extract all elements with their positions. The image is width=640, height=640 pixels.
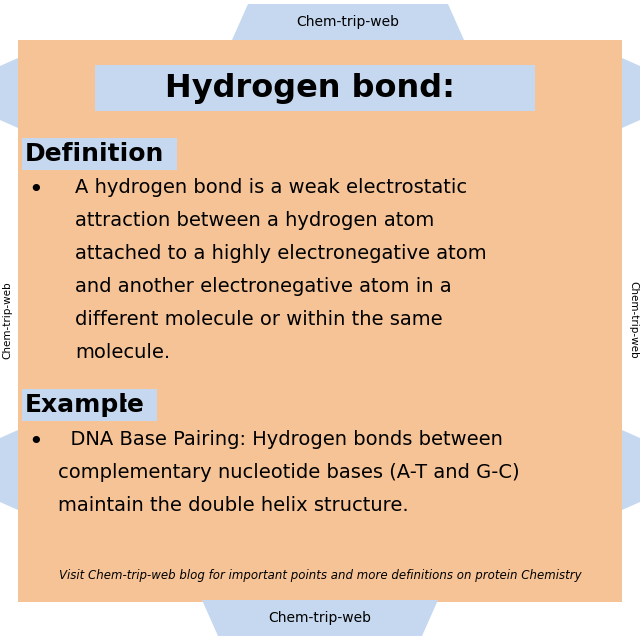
Polygon shape xyxy=(232,4,464,40)
Text: molecule.: molecule. xyxy=(75,343,170,362)
Text: Definition: Definition xyxy=(25,142,164,166)
Text: different molecule or within the same: different molecule or within the same xyxy=(75,310,443,329)
Text: DNA Base Pairing: Hydrogen bonds between: DNA Base Pairing: Hydrogen bonds between xyxy=(58,430,503,449)
FancyBboxPatch shape xyxy=(95,65,535,111)
Text: and another electronegative atom in a: and another electronegative atom in a xyxy=(75,277,452,296)
Text: maintain the double helix structure.: maintain the double helix structure. xyxy=(58,496,408,515)
Polygon shape xyxy=(202,600,438,636)
Text: :: : xyxy=(120,393,129,417)
Text: attraction between a hydrogen atom: attraction between a hydrogen atom xyxy=(75,211,435,230)
Polygon shape xyxy=(622,430,640,510)
Polygon shape xyxy=(0,58,18,128)
Text: Chem-trip-web: Chem-trip-web xyxy=(296,15,399,29)
Text: Visit Chem-trip-web blog for important points and more definitions on protein Ch: Visit Chem-trip-web blog for important p… xyxy=(59,570,581,582)
Text: Chem-trip-web: Chem-trip-web xyxy=(269,611,371,625)
Text: Hydrogen bond:: Hydrogen bond: xyxy=(165,72,455,104)
Text: •: • xyxy=(28,430,43,454)
Text: Chem-trip-web: Chem-trip-web xyxy=(628,281,638,359)
Text: :: : xyxy=(145,142,154,166)
Text: attached to a highly electronegative atom: attached to a highly electronegative ato… xyxy=(75,244,486,263)
FancyBboxPatch shape xyxy=(22,138,177,170)
Polygon shape xyxy=(0,430,18,510)
Text: Chem-trip-web: Chem-trip-web xyxy=(2,281,12,359)
Text: •: • xyxy=(28,178,43,202)
Text: A hydrogen bond is a weak electrostatic: A hydrogen bond is a weak electrostatic xyxy=(75,178,467,197)
FancyBboxPatch shape xyxy=(22,389,157,421)
FancyBboxPatch shape xyxy=(18,40,622,602)
Polygon shape xyxy=(622,58,640,128)
Text: complementary nucleotide bases (A-T and G-C): complementary nucleotide bases (A-T and … xyxy=(58,463,520,482)
Text: Example: Example xyxy=(25,393,145,417)
